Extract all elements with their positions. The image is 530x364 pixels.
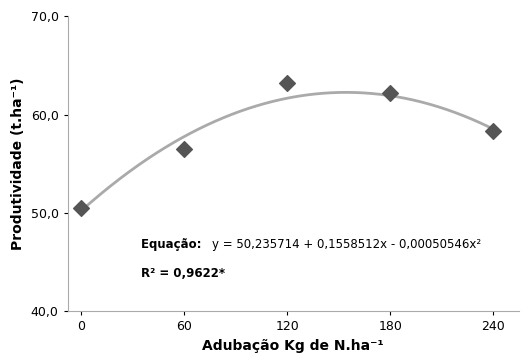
X-axis label: Adubação Kg de N.ha⁻¹: Adubação Kg de N.ha⁻¹ [202,339,384,353]
Text: R² = 0,9622*: R² = 0,9622* [142,267,226,280]
Point [283,80,292,86]
Point [180,146,189,152]
Point [489,128,497,134]
Point [386,90,394,96]
Y-axis label: Produtividade (t.ha⁻¹): Produtividade (t.ha⁻¹) [11,78,25,250]
Text: y = 50,235714 + 0,1558512x - 0,00050546x²: y = 50,235714 + 0,1558512x - 0,00050546x… [213,237,482,250]
Text: Equação:: Equação: [142,237,206,250]
Point [77,205,86,211]
